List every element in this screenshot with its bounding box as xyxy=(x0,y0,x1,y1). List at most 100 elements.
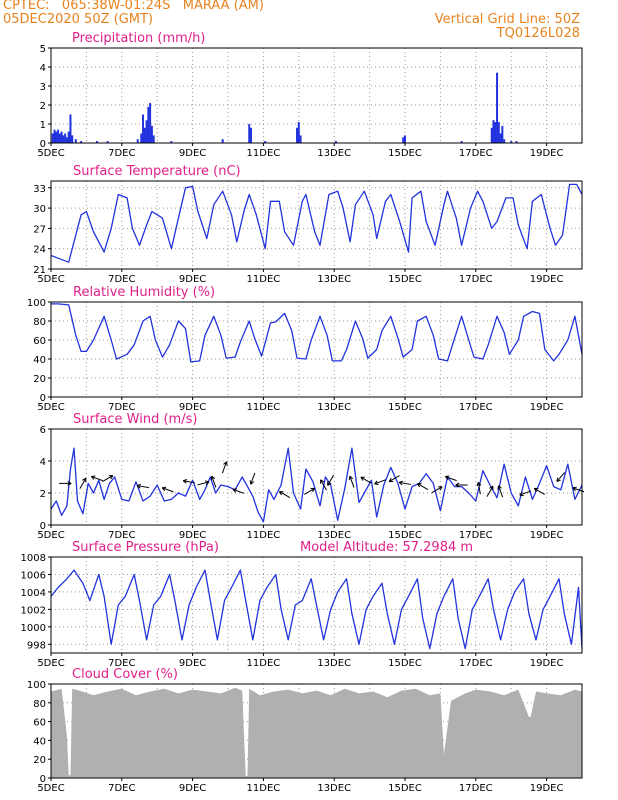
precip-bar xyxy=(150,125,153,143)
precip-bar xyxy=(145,120,148,143)
wind-arrow-shaft xyxy=(137,485,150,489)
wind-arrow-head xyxy=(572,486,577,489)
pressure-ytick-label: 1008 xyxy=(21,553,46,564)
precip-bar xyxy=(496,72,499,143)
temp-title: Surface Temperature (nC) xyxy=(73,164,241,179)
wind-arrow-head xyxy=(67,481,72,484)
precip-bar xyxy=(136,139,139,143)
wind-arrow-head xyxy=(349,475,354,480)
wind-arrow-shaft xyxy=(211,475,217,488)
temp-xtick-label: 17DEC xyxy=(459,274,493,285)
precip-bar xyxy=(71,135,74,143)
wind-xtick-label: 19DEC xyxy=(530,530,564,541)
wind-arrow-head xyxy=(205,480,210,483)
precip-bar xyxy=(221,139,224,143)
wind-arrow-head xyxy=(279,491,282,496)
precip-bar xyxy=(96,141,99,143)
precip-bar xyxy=(503,139,506,143)
wind-arrow-shaft xyxy=(320,479,328,491)
wind-arrow-shaft xyxy=(102,475,114,483)
wind-arrow-head xyxy=(498,485,502,489)
wind-arrow-shaft xyxy=(572,487,585,493)
wind-arrow-head xyxy=(211,475,216,480)
pressure-ytick-label: 1000 xyxy=(21,623,46,634)
precip-bar xyxy=(510,141,513,143)
rh-ytick-label: 0 xyxy=(40,393,46,404)
wind-arrow-shaft xyxy=(486,485,494,497)
wind-arrow-head xyxy=(182,479,188,482)
wind-arrow-shaft xyxy=(183,480,196,484)
precip-bar xyxy=(69,114,72,143)
rh-line xyxy=(51,303,583,363)
wind-xtick-label: 13DEC xyxy=(317,530,351,541)
precip-bar xyxy=(74,139,77,143)
temp-ytick-label: 33 xyxy=(33,184,46,195)
wind-arrow-shaft xyxy=(197,481,210,486)
wind-arrow-shaft xyxy=(250,472,256,485)
wind-arrow-head xyxy=(398,480,404,483)
pressure-xtick-label: 15DEC xyxy=(388,658,422,669)
temp-xtick-label: 7DEC xyxy=(108,274,135,285)
wind-arrow-head xyxy=(67,482,72,486)
wind-arrow-shaft xyxy=(534,487,545,495)
wind-arrow-head xyxy=(327,482,332,486)
precip-bar xyxy=(57,129,60,143)
wind-ytick-label: 2 xyxy=(40,489,46,500)
cloud-ytick-label: 20 xyxy=(33,755,46,766)
precip-bar xyxy=(299,135,302,143)
wind-arrow-head xyxy=(556,477,559,482)
wind-arrow-shaft xyxy=(399,481,411,485)
precip-bar xyxy=(147,106,150,143)
rh-xtick-label: 11DEC xyxy=(247,402,281,413)
wind-arrow-head xyxy=(476,482,479,487)
precip-ytick-label: 5 xyxy=(40,44,46,55)
temp-ytick-label: 21 xyxy=(33,265,46,276)
wind-arrow-shaft xyxy=(221,461,227,474)
precip-bar xyxy=(143,127,146,143)
pressure-line xyxy=(50,569,583,650)
temp-xtick-label: 9DEC xyxy=(179,274,206,285)
precip-xtick-label: 17DEC xyxy=(459,148,493,159)
wind-arrow-shaft xyxy=(327,474,335,486)
precip-bar xyxy=(402,137,405,143)
temp-xtick-label: 19DEC xyxy=(530,274,564,285)
rh-xtick-label: 13DEC xyxy=(317,402,351,413)
pressure-ytick-label: 1006 xyxy=(21,570,46,581)
pressure-title: Surface Pressure (hPa) xyxy=(72,540,219,555)
wind-arrow-head xyxy=(91,476,95,480)
precip-bar xyxy=(248,124,251,143)
wind-arrow-head xyxy=(572,487,576,492)
wind-frame xyxy=(50,428,583,526)
precip-bar xyxy=(51,133,54,143)
cloud-ytick-label: 100 xyxy=(27,680,46,691)
precip-ytick-label: 2 xyxy=(40,101,46,112)
precip-ytick-label: 4 xyxy=(40,63,46,74)
wind-arrow-shaft xyxy=(431,486,443,494)
cloud-xtick-label: 17DEC xyxy=(459,783,493,794)
header-station-line: CPTEC: 065:38W-01:24S MARAA (AM) xyxy=(3,0,264,13)
header-grid-line-note: Vertical Grid Line: 50Z xyxy=(434,12,580,27)
wind-ytick-label: 6 xyxy=(40,425,46,436)
wind-arrow-head xyxy=(210,476,213,481)
wind-arrow-head xyxy=(161,487,166,492)
wind-arrow-head xyxy=(455,482,460,486)
wind-arrow-head xyxy=(205,481,210,485)
temp-ytick-label: 27 xyxy=(33,224,46,235)
wind-arrow-head xyxy=(445,476,449,480)
precip-bar xyxy=(142,114,145,143)
precip-bar xyxy=(501,125,504,143)
precip-bar xyxy=(64,133,67,143)
wind-arrow-shaft xyxy=(519,490,532,496)
rh-ytick-label: 60 xyxy=(33,336,46,347)
wind-arrow-head xyxy=(232,489,236,493)
wind-arrow-head xyxy=(320,479,325,483)
cloud-xtick-label: 9DEC xyxy=(179,783,206,794)
precip-bar xyxy=(58,133,61,143)
wind-ytick-label: 4 xyxy=(40,457,46,468)
precip-xtick-label: 9DEC xyxy=(179,148,206,159)
temp-ytick-label: 30 xyxy=(33,204,46,215)
cloud-xtick-label: 11DEC xyxy=(247,783,281,794)
rh-frame xyxy=(50,301,583,398)
wind-arrow-shaft xyxy=(349,475,355,488)
rh-xtick-label: 7DEC xyxy=(108,402,135,413)
